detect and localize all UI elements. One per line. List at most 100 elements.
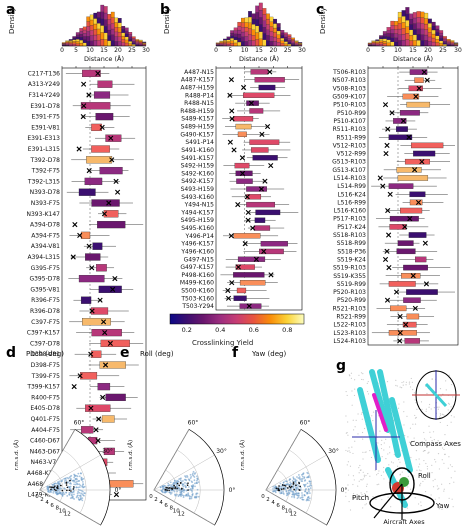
- density-dot: [439, 413, 442, 415]
- density-dot: [387, 453, 389, 455]
- observed-distance-marker: [95, 70, 101, 76]
- density-dot: [404, 434, 406, 437]
- density-dot: [450, 421, 452, 423]
- observed-distance-marker: [86, 243, 92, 249]
- box: [85, 253, 101, 261]
- density-bar: [266, 13, 270, 20]
- density-bar: [412, 17, 417, 24]
- density-dot: [383, 449, 385, 451]
- data-point: [285, 483, 288, 486]
- density-dot: [359, 464, 361, 467]
- box: [233, 233, 261, 239]
- row-label: E391-F75: [32, 114, 61, 121]
- density-dot: [434, 458, 436, 461]
- data-point: [77, 472, 80, 475]
- density-dot: [396, 385, 398, 387]
- density-bar: [427, 23, 432, 28]
- density-bar: [93, 40, 98, 47]
- data-point: [304, 479, 307, 481]
- density-bar: [420, 11, 425, 18]
- density-bar: [379, 38, 384, 41]
- density-dot: [415, 416, 417, 419]
- data-point: [303, 493, 306, 496]
- density-bar: [412, 34, 417, 41]
- density-bar: [128, 36, 133, 40]
- density-bar: [100, 39, 105, 47]
- density-bar: [107, 24, 112, 31]
- panel-letter-c: c: [316, 2, 325, 18]
- density-dot: [428, 451, 430, 453]
- data-point: [176, 486, 179, 488]
- density-bar: [412, 23, 417, 30]
- density-dot: [442, 414, 444, 416]
- density-bar: [131, 41, 136, 43]
- row-label: S492-K160: [181, 170, 214, 177]
- density-bar: [424, 40, 429, 47]
- data-point: [63, 480, 66, 482]
- mean-point: [164, 488, 167, 491]
- data-point: [81, 485, 84, 488]
- density-bar: [442, 39, 447, 42]
- density-dot: [358, 467, 360, 469]
- density-dot: [380, 474, 382, 477]
- data-point: [306, 482, 309, 485]
- density-bar: [117, 18, 122, 23]
- observed-distance-marker: [380, 183, 386, 189]
- row-label: D398-V81: [30, 351, 60, 358]
- row-label: Y496-K157: [180, 241, 214, 248]
- data-point: [272, 485, 275, 488]
- mean-point: [53, 485, 56, 488]
- row-label: T399-F75: [31, 373, 61, 380]
- data-point: [61, 491, 64, 494]
- mean-point: [69, 479, 71, 482]
- density-bar: [107, 40, 112, 47]
- colorbar-tick-label: 0.8: [282, 326, 292, 334]
- density-bar: [230, 30, 235, 34]
- density-dot: [408, 441, 411, 443]
- mean-point: [73, 486, 75, 488]
- density-dot: [418, 466, 420, 468]
- density-dot: [362, 478, 364, 480]
- density-dot: [418, 463, 421, 465]
- data-point: [297, 492, 300, 495]
- data-point: [79, 484, 82, 487]
- row-label: V512-R103: [333, 142, 367, 149]
- data-point: [75, 486, 78, 489]
- mean-point: [176, 482, 179, 485]
- data-point: [196, 475, 198, 478]
- box: [389, 224, 407, 230]
- row-label: S495-K160: [181, 225, 214, 232]
- density-dot: [399, 474, 401, 476]
- density-bar: [131, 42, 136, 45]
- data-point: [289, 483, 291, 486]
- row-label: T503-Y294: [181, 303, 214, 310]
- observed-distance-marker: [107, 340, 113, 346]
- density-bar: [431, 21, 436, 27]
- pitch-label: Pitch: [352, 494, 369, 502]
- density-bar: [128, 41, 133, 44]
- density-bar: [142, 43, 147, 45]
- observed-distance-marker: [382, 102, 389, 108]
- data-point: [308, 490, 310, 493]
- density-dot: [361, 479, 363, 481]
- box: [413, 150, 436, 157]
- mean-point: [49, 486, 51, 488]
- density-dot: [426, 468, 429, 470]
- box: [408, 232, 427, 238]
- data-point: [308, 497, 311, 500]
- mean-point: [66, 486, 69, 489]
- density-dot: [425, 410, 427, 412]
- colorbar-label: Crosslinking Yield: [192, 339, 254, 347]
- observed-distance-marker: [95, 438, 101, 444]
- density-dot: [439, 388, 442, 390]
- box: [97, 80, 113, 88]
- density-bar: [294, 41, 299, 43]
- density-dot: [365, 451, 367, 453]
- density-dot: [451, 498, 453, 500]
- density-bar: [230, 32, 235, 36]
- observed-distance-marker: [412, 305, 418, 311]
- density-bar: [226, 38, 231, 40]
- data-point: [78, 491, 81, 494]
- density-bar: [405, 13, 410, 21]
